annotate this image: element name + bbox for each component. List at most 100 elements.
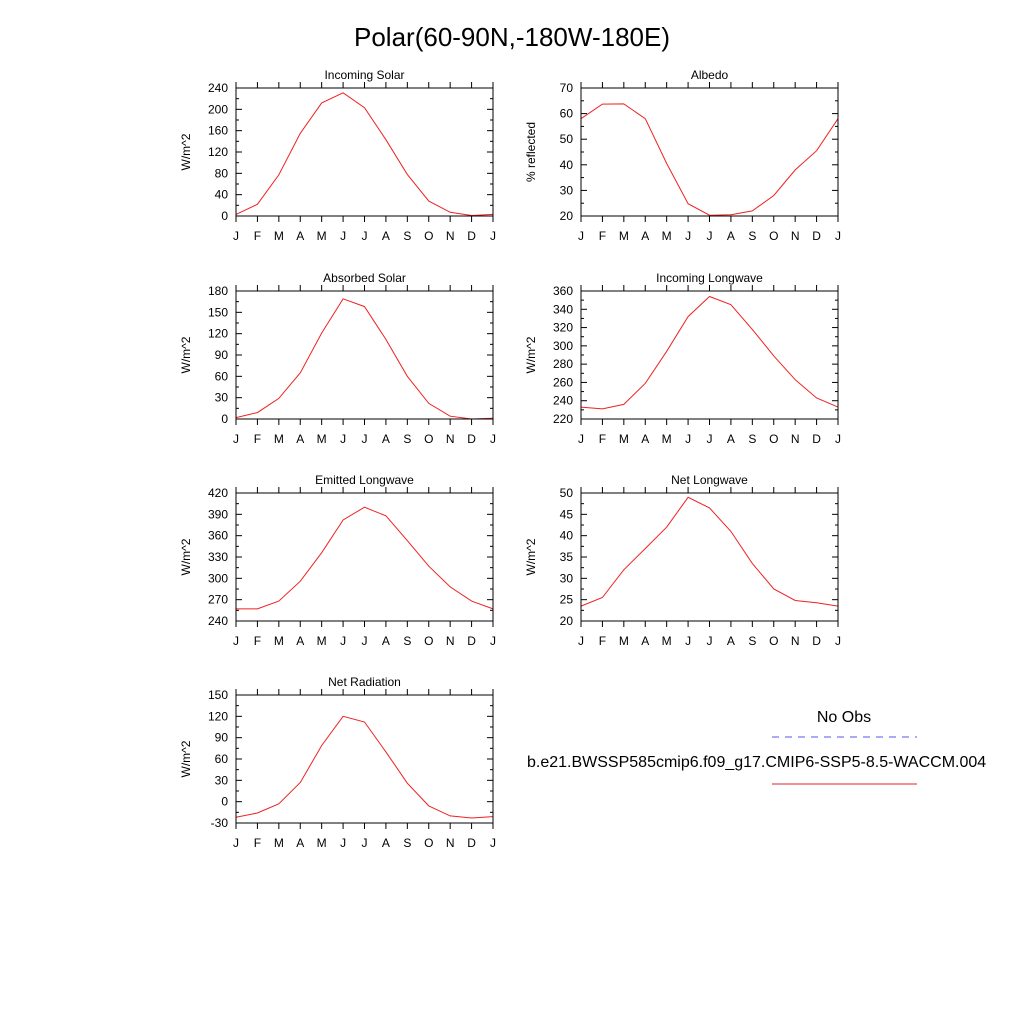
x-tick-label-incoming-solar: F bbox=[254, 229, 261, 243]
y-tick-label-incoming-longwave: 260 bbox=[553, 375, 573, 389]
y-tick-label-incoming-solar: 40 bbox=[215, 188, 229, 202]
series-line-incoming-solar bbox=[235, 92, 494, 217]
x-tick-label-net-longwave: N bbox=[791, 634, 800, 648]
x-tick-label-incoming-solar: J bbox=[233, 229, 239, 243]
x-tick-label-incoming-longwave: A bbox=[641, 432, 649, 446]
x-tick-label-incoming-solar: M bbox=[274, 229, 284, 243]
y-axis-label-net-radiation: W/m^2 bbox=[179, 740, 193, 777]
x-tick-label-incoming-solar: M bbox=[317, 229, 327, 243]
x-tick-label-net-radiation: F bbox=[254, 836, 261, 850]
x-tick-label-emitted-longwave: J bbox=[490, 634, 496, 648]
y-tick-label-absorbed-solar: 0 bbox=[221, 412, 228, 426]
x-tick-label-albedo: M bbox=[662, 229, 672, 243]
y-tick-label-albedo: 70 bbox=[560, 81, 574, 95]
x-tick-label-emitted-longwave: O bbox=[424, 634, 433, 648]
x-tick-label-net-radiation: J bbox=[362, 836, 368, 850]
x-tick-label-net-longwave: A bbox=[641, 634, 649, 648]
y-tick-label-net-longwave: 25 bbox=[560, 593, 574, 607]
y-tick-label-net-radiation: 120 bbox=[208, 709, 228, 723]
series-line-absorbed-solar bbox=[235, 298, 494, 420]
y-tick-label-incoming-longwave: 280 bbox=[553, 357, 573, 371]
x-tick-label-absorbed-solar: J bbox=[490, 432, 496, 446]
y-tick-label-net-radiation: 0 bbox=[221, 795, 228, 809]
y-axis-label-absorbed-solar: W/m^2 bbox=[179, 336, 193, 373]
x-tick-label-net-radiation: M bbox=[317, 836, 327, 850]
x-tick-label-emitted-longwave: M bbox=[274, 634, 284, 648]
x-tick-label-net-longwave: O bbox=[769, 634, 778, 648]
x-tick-label-incoming-longwave: M bbox=[662, 432, 672, 446]
y-tick-label-absorbed-solar: 150 bbox=[208, 305, 228, 319]
x-tick-label-net-longwave: J bbox=[578, 634, 584, 648]
x-tick-label-emitted-longwave: N bbox=[446, 634, 455, 648]
panel-title-incoming-longwave: Incoming Longwave bbox=[656, 271, 763, 285]
y-tick-label-absorbed-solar: 30 bbox=[215, 391, 229, 405]
plot-frame-emitted-longwave bbox=[235, 492, 494, 622]
panel-incoming-longwave: Incoming Longwave W/m^2 220 240 260 280 300 320… bbox=[524, 271, 841, 446]
x-tick-label-incoming-longwave: N bbox=[791, 432, 800, 446]
x-tick-label-albedo: J bbox=[685, 229, 691, 243]
y-tick-label-albedo: 60 bbox=[560, 107, 574, 121]
panel-title-net-radiation: Net Radiation bbox=[328, 675, 401, 689]
y-tick-label-incoming-longwave: 300 bbox=[553, 339, 573, 353]
x-tick-label-net-radiation: S bbox=[403, 836, 411, 850]
y-tick-label-incoming-longwave: 320 bbox=[553, 321, 573, 335]
x-tick-label-absorbed-solar: A bbox=[296, 432, 304, 446]
legend-obs-label: No Obs bbox=[817, 709, 871, 726]
panel-title-incoming-solar: Incoming Solar bbox=[324, 68, 404, 82]
x-tick-label-incoming-solar: D bbox=[467, 229, 476, 243]
x-tick-label-incoming-longwave: M bbox=[619, 432, 629, 446]
y-tick-label-incoming-longwave: 220 bbox=[553, 412, 573, 426]
y-tick-label-net-radiation: 30 bbox=[215, 773, 229, 787]
x-tick-label-net-longwave: J bbox=[835, 634, 841, 648]
x-tick-label-incoming-solar: N bbox=[446, 229, 455, 243]
panel-title-net-longwave: Net Longwave bbox=[671, 473, 748, 487]
x-tick-label-incoming-solar: J bbox=[340, 229, 346, 243]
plot-frame-incoming-longwave bbox=[580, 290, 839, 420]
y-tick-label-absorbed-solar: 60 bbox=[215, 369, 229, 383]
figure-title: Polar(60-90N,-180W-180E) bbox=[354, 22, 670, 52]
y-tick-label-net-longwave: 35 bbox=[560, 550, 574, 564]
x-tick-label-incoming-solar: S bbox=[403, 229, 411, 243]
x-tick-label-absorbed-solar: J bbox=[340, 432, 346, 446]
x-tick-label-emitted-longwave: J bbox=[340, 634, 346, 648]
x-tick-label-albedo: M bbox=[619, 229, 629, 243]
y-tick-label-incoming-solar: 0 bbox=[221, 209, 228, 223]
x-tick-label-albedo: J bbox=[578, 229, 584, 243]
y-tick-label-net-radiation: -30 bbox=[211, 816, 229, 830]
plot-frame-albedo bbox=[580, 87, 839, 217]
y-tick-label-emitted-longwave: 420 bbox=[208, 486, 228, 500]
x-tick-label-absorbed-solar: A bbox=[382, 432, 390, 446]
x-tick-label-incoming-solar: J bbox=[362, 229, 368, 243]
x-tick-label-absorbed-solar: J bbox=[233, 432, 239, 446]
x-tick-label-albedo: D bbox=[812, 229, 821, 243]
x-tick-label-absorbed-solar: O bbox=[424, 432, 433, 446]
x-tick-label-net-longwave: F bbox=[599, 634, 606, 648]
x-tick-label-albedo: O bbox=[769, 229, 778, 243]
x-tick-label-net-longwave: D bbox=[812, 634, 821, 648]
y-tick-label-net-radiation: 150 bbox=[208, 688, 228, 702]
y-tick-label-emitted-longwave: 240 bbox=[208, 614, 228, 628]
x-tick-label-net-radiation: J bbox=[340, 836, 346, 850]
x-tick-label-net-radiation: D bbox=[467, 836, 476, 850]
plot-frame-incoming-solar bbox=[235, 87, 494, 217]
x-tick-label-emitted-longwave: S bbox=[403, 634, 411, 648]
x-tick-label-absorbed-solar: J bbox=[362, 432, 368, 446]
x-tick-label-net-longwave: J bbox=[707, 634, 713, 648]
plot-frame-net-longwave bbox=[580, 492, 839, 622]
y-tick-label-net-longwave: 20 bbox=[560, 614, 574, 628]
x-tick-label-incoming-longwave: A bbox=[727, 432, 735, 446]
x-tick-label-net-longwave: A bbox=[727, 634, 735, 648]
x-tick-label-incoming-longwave: J bbox=[707, 432, 713, 446]
y-tick-label-net-longwave: 45 bbox=[560, 507, 574, 521]
x-tick-label-net-radiation: O bbox=[424, 836, 433, 850]
x-tick-label-net-radiation: M bbox=[274, 836, 284, 850]
y-tick-label-net-longwave: 40 bbox=[560, 529, 574, 543]
panel-title-albedo: Albedo bbox=[691, 68, 729, 82]
y-tick-label-net-longwave: 50 bbox=[560, 486, 574, 500]
y-tick-label-albedo: 20 bbox=[560, 209, 574, 223]
